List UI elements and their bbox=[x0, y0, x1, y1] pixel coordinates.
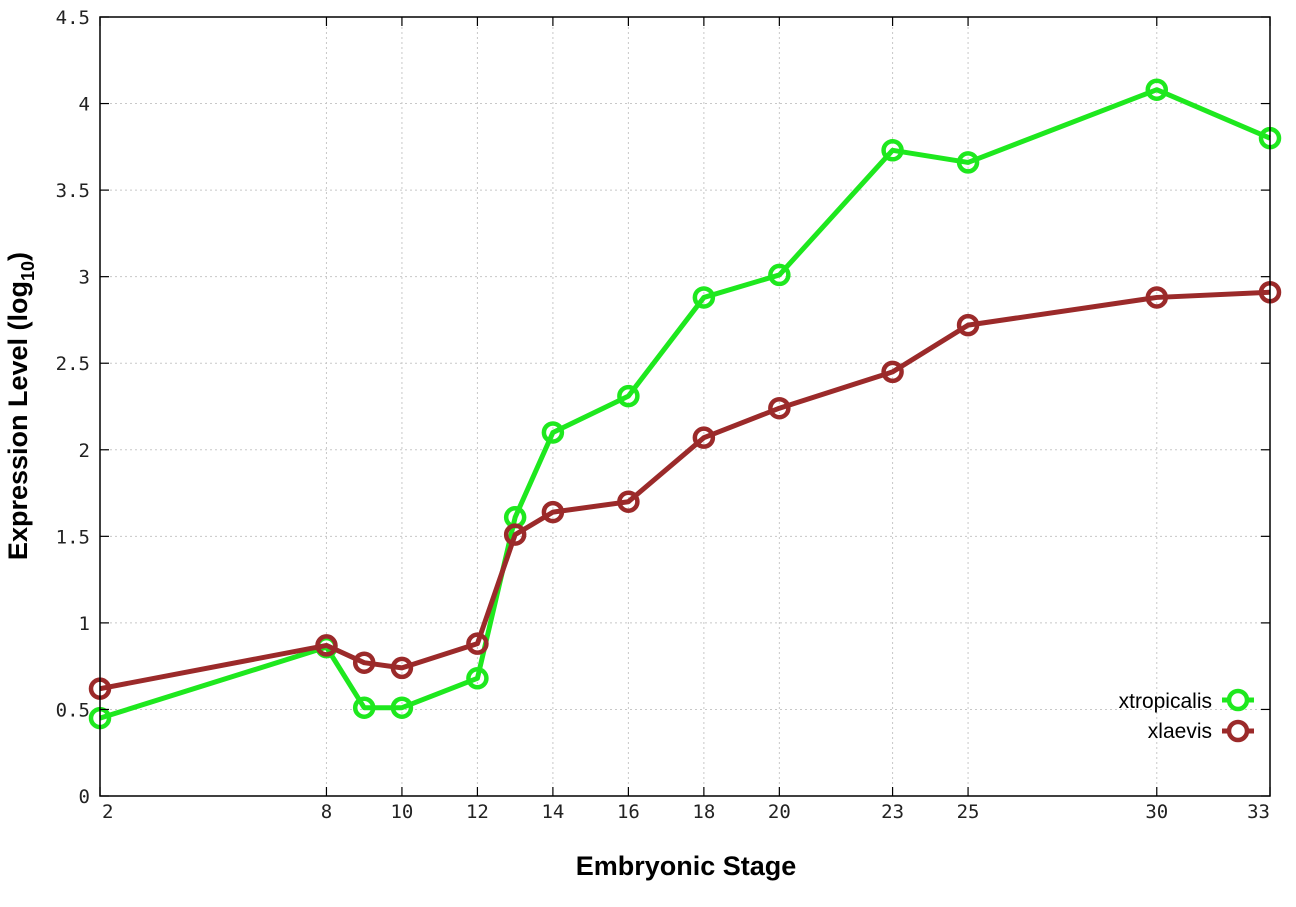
y-axis-title-suffix: ) bbox=[3, 252, 33, 261]
axis-ticks bbox=[99, 16, 1271, 797]
data-point-xlaevis bbox=[466, 632, 489, 655]
y-tick-label: 4 bbox=[79, 94, 90, 116]
series-line-xlaevis bbox=[99, 289, 1271, 692]
y-tick-label: 1 bbox=[79, 613, 90, 635]
data-point-xlaevis bbox=[768, 396, 791, 420]
data-point-xtropicalis bbox=[1145, 78, 1169, 101]
y-axis-title-subscript: 10 bbox=[18, 261, 38, 281]
x-tick-label: 18 bbox=[692, 801, 715, 823]
data-point-xlaevis bbox=[503, 523, 527, 546]
data-point-xtropicalis bbox=[541, 421, 565, 444]
data-point-xtropicalis bbox=[768, 263, 791, 287]
data-point-xlaevis bbox=[541, 500, 565, 524]
data-point-xtropicalis bbox=[352, 696, 376, 719]
y-tick-label: 2 bbox=[79, 440, 90, 462]
x-tick-label: 33 bbox=[1247, 801, 1270, 823]
axis-tick-labels: 0 0.5 1 1.5 2 2.5 3 3.5 4 4.5 2 8 10 12 14 16 18 20 23 25 30… bbox=[56, 7, 1270, 823]
y-axis-title: Expression Level (log10) bbox=[3, 252, 38, 560]
data-point-xlaevis bbox=[315, 634, 338, 657]
y-tick-label: 0.5 bbox=[56, 699, 90, 721]
y-tick-label: 2.5 bbox=[56, 353, 90, 375]
data-point-xlaevis bbox=[1145, 286, 1169, 309]
data-point-xtropicalis bbox=[956, 151, 980, 174]
x-axis-title: Embryonic Stage bbox=[576, 851, 797, 881]
legend: xtropicalis xlaevis bbox=[1119, 688, 1254, 743]
x-tick-label: 10 bbox=[390, 801, 413, 823]
x-tick-label: 20 bbox=[768, 801, 791, 823]
x-tick-label: 14 bbox=[541, 801, 564, 823]
x-tick-label: 2 bbox=[102, 801, 113, 823]
data-point-xlaevis bbox=[881, 360, 904, 384]
y-tick-label: 3.5 bbox=[56, 180, 90, 202]
data-point-xlaevis bbox=[390, 656, 414, 680]
y-tick-label: 3 bbox=[79, 267, 90, 289]
data-point-xtropicalis bbox=[617, 384, 640, 408]
x-tick-label: 30 bbox=[1145, 801, 1168, 823]
legend-swatch-marker-xtropicalis bbox=[1226, 688, 1250, 712]
data-point-xlaevis bbox=[692, 426, 716, 449]
data-point-xlaevis bbox=[352, 651, 376, 674]
x-tick-label: 16 bbox=[617, 801, 640, 823]
x-tick-label: 25 bbox=[957, 801, 980, 823]
y-tick-label: 1.5 bbox=[56, 526, 90, 548]
data-point-xlaevis bbox=[617, 490, 640, 513]
series-xlaevis bbox=[88, 280, 1282, 700]
data-point-xlaevis bbox=[956, 313, 980, 337]
series-xtropicalis bbox=[88, 78, 1282, 730]
legend-swatch-marker-xlaevis bbox=[1226, 719, 1250, 743]
y-tick-label: 0 bbox=[79, 786, 90, 808]
series-group bbox=[88, 78, 1282, 730]
x-tick-label: 12 bbox=[466, 801, 489, 823]
legend-label-xtropicalis: xtropicalis bbox=[1119, 690, 1212, 713]
data-point-xtropicalis bbox=[692, 286, 716, 309]
y-axis-title-main: Expression Level (log bbox=[3, 281, 33, 560]
y-tick-label: 4.5 bbox=[56, 7, 90, 29]
plot-frame bbox=[99, 16, 1271, 797]
x-tick-label: 8 bbox=[321, 801, 332, 823]
data-point-xtropicalis bbox=[390, 696, 414, 719]
series-line-xtropicalis bbox=[99, 87, 1271, 721]
data-point-xtropicalis bbox=[881, 139, 904, 162]
data-point-xtropicalis bbox=[466, 667, 489, 690]
legend-label-xlaevis: xlaevis bbox=[1148, 720, 1212, 743]
x-tick-label: 23 bbox=[881, 801, 904, 823]
grid-lines bbox=[100, 17, 1270, 796]
